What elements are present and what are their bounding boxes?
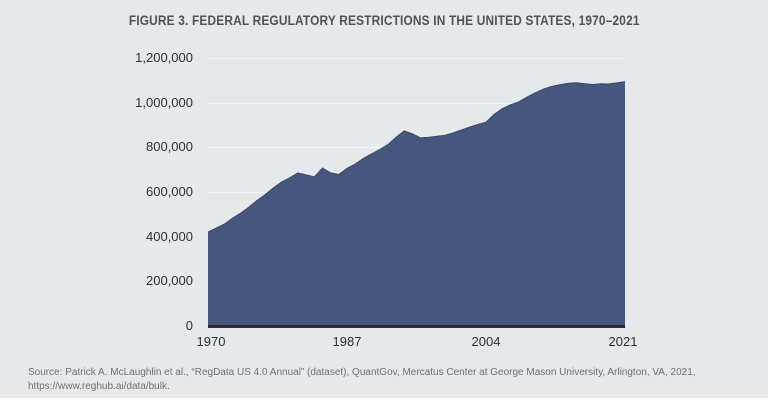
area-series [208, 81, 625, 326]
page-title: FIGURE 3. FEDERAL REGULATORY RESTRICTION… [0, 13, 768, 28]
area-fill-path [208, 81, 625, 326]
page-title-text: FIGURE 3. FEDERAL REGULATORY RESTRICTION… [128, 13, 640, 28]
y-tick-label: 1,200,000 [135, 50, 193, 65]
x-tick-label: 1970 [196, 334, 226, 349]
y-tick-label: 0 [185, 318, 193, 333]
y-tick-label: 800,000 [146, 139, 193, 155]
x-tick-label: 2004 [471, 334, 501, 349]
gridline [208, 58, 625, 59]
x-tick-label: 2021 [608, 334, 638, 349]
source-text: Source: Patrick A. McLaughlin et al., “R… [28, 366, 748, 393]
gridline [208, 102, 625, 104]
y-tick-label: 1,000,000 [135, 94, 193, 110]
y-tick-label: 600,000 [146, 184, 193, 199]
x-axis-line [208, 325, 625, 328]
chart-plot-area [208, 58, 625, 328]
x-axis: 1970 1987 2004 2021 [197, 334, 638, 352]
y-tick-label: 400,000 [146, 228, 193, 244]
x-tick-label: 1987 [332, 334, 362, 349]
source-text-line2: https://www.reghub.ai/data/bulk. [28, 380, 170, 392]
area-top-edge [208, 81, 625, 233]
source-text-line1: Source: Patrick A. McLaughlin et al., “R… [28, 367, 696, 378]
y-tick-label: 200,000 [146, 273, 193, 289]
y-axis: 1,200,000 1,000,000 800,000 600,000 400,… [60, 50, 193, 333]
